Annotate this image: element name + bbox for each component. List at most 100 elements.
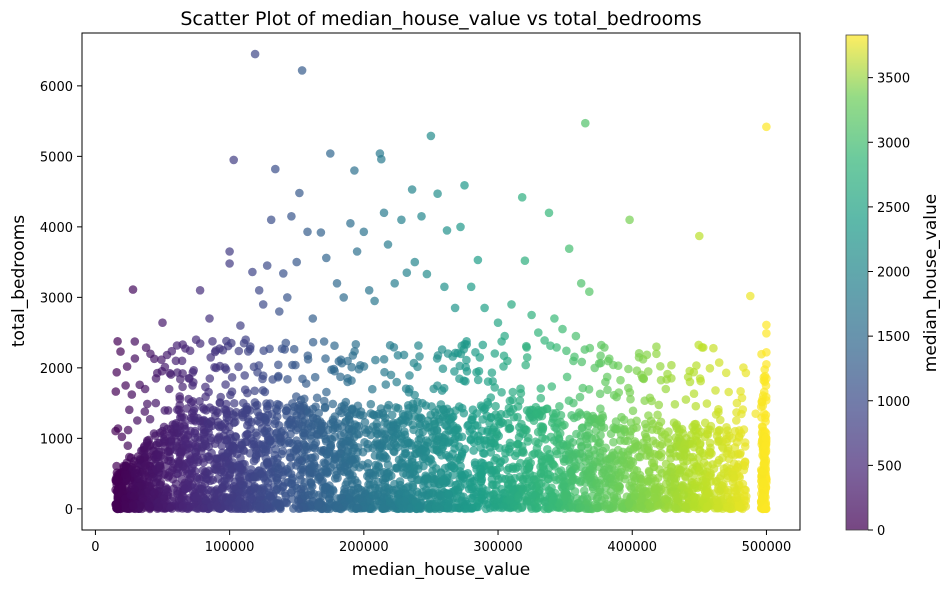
scatter-point (657, 440, 667, 449)
scatter-point (692, 361, 701, 370)
scatter-point (653, 473, 663, 483)
scatter-point (758, 391, 768, 400)
scatter-point (405, 371, 414, 380)
scatter-point (474, 366, 484, 376)
scatter-point (370, 451, 380, 460)
scatter-point (292, 392, 301, 401)
scatter-point (255, 502, 265, 511)
scatter-point (182, 439, 191, 449)
colorbar-tick-label: 3000 (877, 136, 910, 151)
scatter-point (469, 483, 478, 492)
scatter-point (386, 370, 396, 380)
scatter-point (306, 478, 316, 488)
scatter-point (329, 460, 338, 469)
scatter-point (650, 449, 659, 459)
scatter-point (596, 351, 605, 361)
scatter-point (487, 466, 497, 476)
scatter-point (544, 208, 554, 218)
scatter-point (384, 467, 394, 477)
scatter-point (235, 462, 244, 472)
scatter-point (121, 381, 130, 390)
scatter-point (491, 486, 501, 496)
scatter-point (364, 286, 374, 295)
scatter-point (444, 426, 454, 435)
scatter-point (513, 412, 522, 422)
scatter-point (259, 346, 269, 356)
scatter-point (560, 420, 569, 430)
scatter-point (320, 403, 330, 413)
scatter-point (461, 362, 471, 372)
scatter-point (688, 422, 697, 432)
scatter-point (426, 131, 436, 141)
scatter-point (703, 489, 713, 498)
scatter-point (423, 474, 432, 484)
scatter-point (377, 154, 386, 164)
scatter-point (241, 335, 250, 345)
scatter-point (524, 462, 534, 472)
scatter-point (586, 415, 595, 425)
scatter-point (354, 364, 364, 374)
scatter-point (480, 303, 489, 313)
scatter-point (212, 501, 222, 511)
scatter-point (145, 414, 155, 424)
scatter-point (337, 408, 346, 418)
scatter-point (117, 432, 127, 442)
scatter-point (591, 434, 600, 443)
scatter-point (270, 419, 280, 429)
scatter-point (373, 429, 383, 439)
scatter-point (208, 337, 217, 346)
scatter-point (181, 484, 190, 494)
scatter-point (469, 446, 478, 455)
scatter-point (580, 491, 590, 500)
scatter-point (462, 355, 471, 365)
scatter-point (236, 321, 245, 330)
scatter-point (393, 351, 403, 360)
scatter-point (584, 473, 594, 483)
scatter-point (727, 450, 736, 459)
scatter-point (577, 357, 587, 367)
scatter-point (140, 407, 150, 416)
scatter-point (254, 286, 264, 295)
scatter-point (279, 269, 288, 278)
scatter-point (130, 354, 140, 363)
scatter-point (358, 447, 368, 457)
scatter-point (445, 436, 455, 446)
y-tick-label: 6000 (40, 80, 73, 95)
scatter-point (175, 394, 185, 404)
scatter-point (515, 422, 524, 432)
scatter-point (160, 362, 170, 372)
scatter-point (300, 394, 309, 404)
scatter-point (113, 424, 123, 433)
scatter-point (514, 493, 523, 503)
scatter-point (253, 368, 262, 377)
scatter-point (128, 501, 138, 510)
scatter-point (330, 423, 340, 433)
scatter-point (671, 433, 681, 442)
scatter-point (719, 464, 729, 473)
scatter-point (399, 496, 409, 506)
scatter-point (527, 504, 536, 513)
scatter-point (216, 392, 225, 402)
scatter-point (682, 434, 691, 443)
scatter-point (367, 504, 377, 514)
scatter-point (644, 466, 654, 476)
scatter-point (713, 458, 722, 468)
scatter-point (368, 422, 378, 431)
scatter-point (224, 448, 233, 457)
x-tick-label: 100000 (205, 540, 255, 555)
scatter-point (402, 268, 412, 278)
scatter-point (536, 384, 546, 393)
scatter-point (554, 499, 564, 508)
scatter-point (201, 496, 211, 505)
scatter-point (504, 463, 514, 473)
scatter-point (512, 440, 522, 449)
scatter-point (198, 466, 208, 475)
scatter-point (434, 432, 444, 442)
scatter-point (448, 449, 457, 459)
scatter-point (614, 388, 624, 397)
scatter-point (584, 454, 593, 464)
scatter-point (456, 222, 465, 232)
scatter-point (444, 490, 453, 500)
scatter-point (270, 450, 280, 460)
